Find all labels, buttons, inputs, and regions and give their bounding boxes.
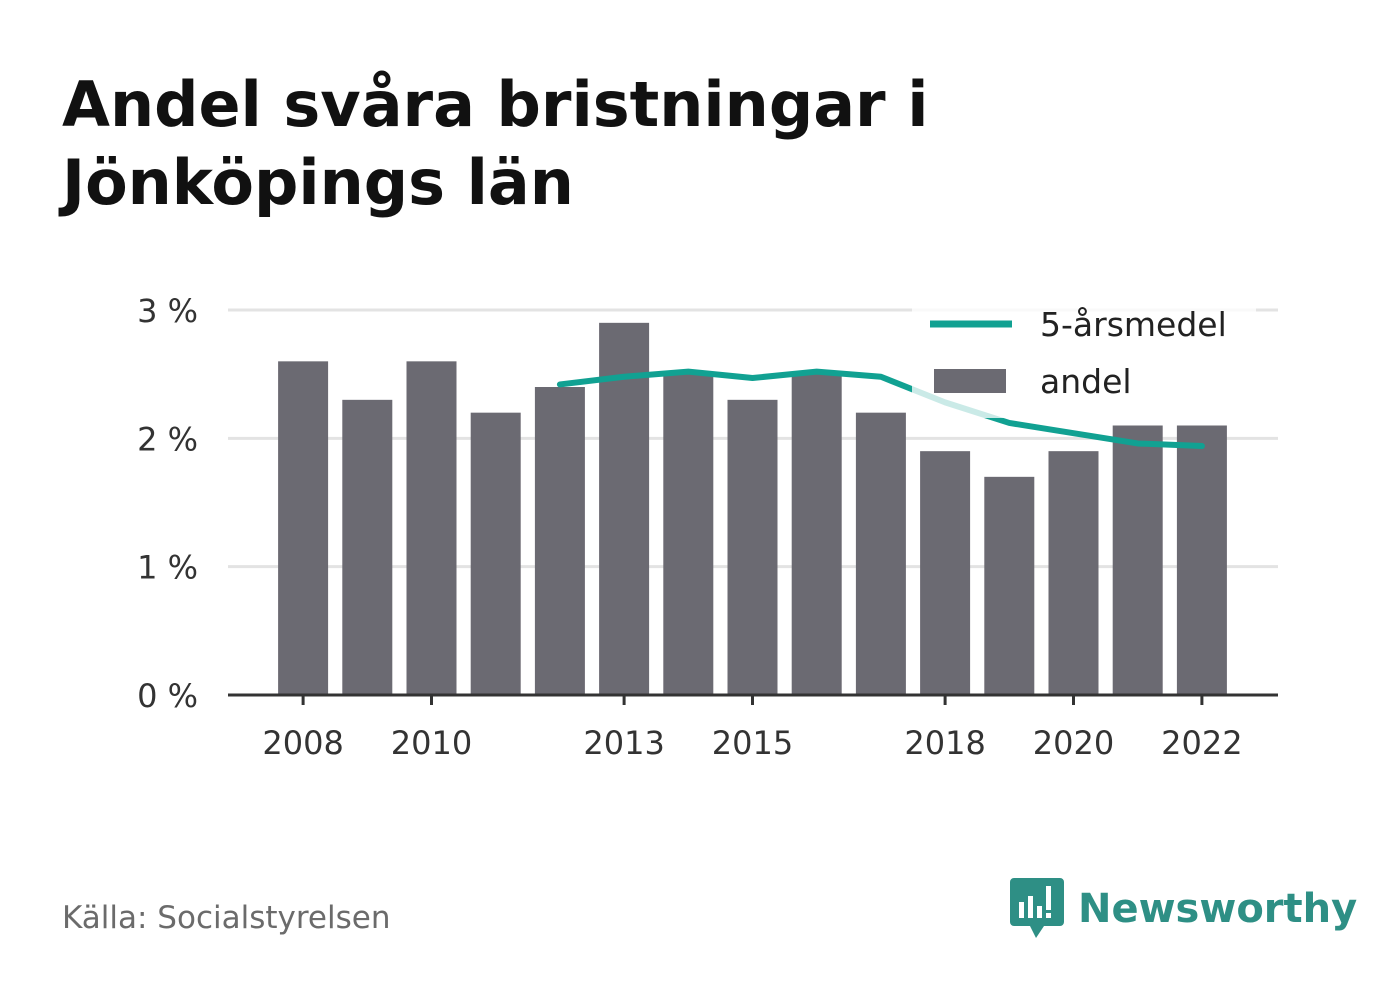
x-axis-labels: 2008 2010 2013 2015 2018 2020 2022 bbox=[262, 724, 1242, 762]
y-tick-label: 3 % bbox=[137, 292, 198, 330]
bar bbox=[791, 374, 842, 695]
newsworthy-logo-icon bbox=[1010, 878, 1064, 938]
bar bbox=[727, 399, 778, 695]
bar bbox=[1112, 425, 1163, 695]
brand-name: Newsworthy bbox=[1078, 886, 1358, 932]
legend-label: 5-årsmedel bbox=[1040, 305, 1227, 344]
series-line-5-arsmedel bbox=[556, 368, 1205, 450]
bar bbox=[278, 361, 329, 695]
x-tick-label: 2018 bbox=[904, 724, 985, 762]
bar bbox=[663, 374, 714, 695]
bar bbox=[470, 412, 521, 695]
x-tick-label: 2015 bbox=[712, 724, 793, 762]
x-tick-label: 2013 bbox=[583, 724, 664, 762]
y-tick-label: 1 % bbox=[137, 549, 198, 587]
brand: Newsworthy bbox=[1010, 878, 1357, 940]
x-tick-label: 2022 bbox=[1161, 724, 1242, 762]
y-tick-label: 0 % bbox=[137, 677, 198, 715]
bar bbox=[984, 476, 1035, 695]
bar bbox=[855, 412, 906, 695]
bar bbox=[1048, 451, 1099, 695]
y-tick-label: 2 % bbox=[137, 420, 198, 458]
legend-background bbox=[912, 300, 1256, 418]
x-axis bbox=[228, 693, 1278, 705]
x-tick-label: 2020 bbox=[1033, 724, 1114, 762]
legend: 5-årsmedel andel bbox=[912, 300, 1256, 418]
bar bbox=[1176, 425, 1227, 695]
bar bbox=[342, 399, 393, 695]
y-axis-labels: 0 % 1 % 2 % 3 % bbox=[137, 292, 198, 715]
source-note: Källa: Socialstyrelsen bbox=[62, 900, 391, 936]
legend-label: andel bbox=[1040, 362, 1132, 401]
x-tick-label: 2008 bbox=[262, 724, 343, 762]
bar bbox=[599, 322, 650, 695]
legend-swatch-bar bbox=[934, 369, 1006, 393]
moving-average-line bbox=[556, 368, 1205, 450]
x-tick-label: 2010 bbox=[391, 724, 472, 762]
bar bbox=[406, 361, 457, 695]
bar bbox=[534, 387, 585, 695]
bar bbox=[920, 451, 971, 695]
chart-title: Andel svåra bristningar i Jönköpings län bbox=[62, 68, 929, 219]
bars bbox=[278, 322, 1227, 695]
